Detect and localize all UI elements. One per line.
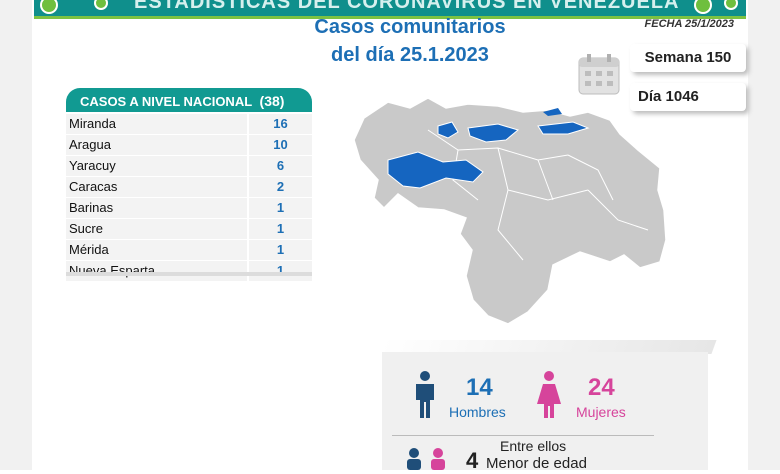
national-cases-heading: CASOS A NIVEL NACIONAL [80,94,252,109]
state-name: Sucre [66,219,249,239]
panel-divider [392,435,654,436]
state-cases: 1 [249,219,312,239]
map-highlight-nueva-esparta [543,108,562,116]
men-count: 14 [466,374,493,401]
venezuela-map [353,97,667,325]
state-cases: 2 [249,177,312,197]
table-row: Aragua 10 [66,135,312,156]
top-banner: ESTADÍSTICAS DEL CORONAVIRUS EN VENEZUEL… [34,0,746,19]
men-label: Hombres [449,404,506,420]
map-highlight-west [387,151,484,189]
table-row: Barinas 1 [66,198,312,219]
minors-count: 4 [466,448,479,473]
virus-icon [694,0,712,14]
week-counter: Semana 150 [630,44,746,72]
woman-icon [537,371,561,418]
day-counter: Día 1046 [630,83,746,111]
state-cases: 1 [249,198,312,218]
table-row: Caracas 2 [66,177,312,198]
map-highlight-sucre [537,121,590,135]
national-cases-total: (38) [259,93,285,109]
state-cases: 1 [249,240,312,260]
table-row: Sucre 1 [66,219,312,240]
virus-icon [724,0,738,10]
state-name: Miranda [66,114,249,134]
state-name: Nueva Esparta [66,261,249,281]
man-icon [416,371,434,418]
state-name: Barinas [66,198,249,218]
children-icon [407,448,445,470]
map-highlight-yaracuy [437,121,459,139]
report-date: FECHA 25/1/2023 [644,18,734,30]
table-row: Miranda 16 [66,114,312,135]
state-cases: 6 [249,156,312,176]
national-cases-header: CASOS A NIVEL NACIONAL (38) [66,88,312,112]
banner-title: ESTADÍSTICAS DEL CORONAVIRUS EN VENEZUEL… [134,0,680,13]
state-cases: 10 [249,135,312,155]
minors-intro: Entre ellos [500,438,567,454]
cases-table: Miranda 16 Aragua 10 Yaracuy 6 Caracas 2 Bar… [66,114,312,282]
state-name: Aragua [66,135,249,155]
women-label: Mujeres [576,404,626,420]
state-name: Caracas [66,177,249,197]
calendar-icon [578,54,620,95]
table-shadow [66,272,312,276]
page-title-line2: del día 25.1.2023 [331,44,489,66]
left-margin [0,0,32,470]
state-name: Yaracuy [66,156,249,176]
map-highlight-aragua [467,123,520,143]
women-count: 24 [588,374,615,401]
virus-icon [94,0,108,10]
right-margin [748,0,780,470]
map-country-base [353,97,667,325]
table-row: Yaracuy 6 [66,156,312,177]
page-title-line1: Casos comunitarios [314,16,506,38]
minors-label: Menor de edad [486,455,587,472]
state-cases: 1 [249,261,312,281]
virus-icon [40,0,58,14]
state-name: Mérida [66,240,249,260]
table-row: Mérida 1 [66,240,312,261]
state-cases: 16 [249,114,312,134]
